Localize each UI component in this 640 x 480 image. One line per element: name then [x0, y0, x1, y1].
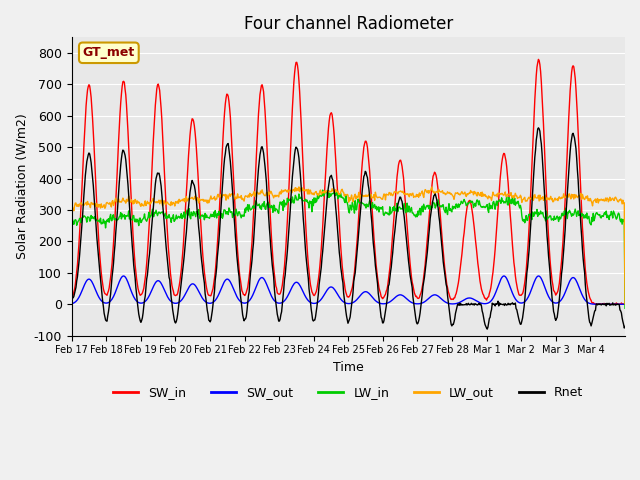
LW_in [234, 210, 242, 216]
SW_in [68, 297, 76, 302]
Y-axis label: Solar Radiation (W/m2): Solar Radiation (W/m2) [15, 114, 28, 259]
SW_in [534, 57, 542, 62]
Rnet [621, 324, 629, 329]
SW_out [262, 281, 270, 287]
LW_out [262, 192, 269, 198]
Rnet [436, 227, 444, 232]
Rnet [406, 264, 413, 270]
Rnet [68, 297, 76, 302]
SW_out [134, 299, 141, 305]
Line: Rnet: Rnet [72, 128, 625, 329]
LW_in [406, 209, 414, 215]
SW_in [234, 257, 242, 263]
Rnet [132, 291, 140, 297]
Rnet [483, 326, 491, 332]
SW_in [593, 301, 601, 307]
SW_out [621, 301, 629, 307]
SW_in [621, 300, 629, 306]
LW_out [295, 184, 303, 190]
LW_out [406, 191, 414, 196]
LW_out [68, 203, 76, 209]
Line: SW_in: SW_in [72, 60, 625, 304]
Line: LW_out: LW_out [72, 187, 625, 304]
LW_in [319, 187, 326, 193]
LW_in [437, 203, 445, 209]
Legend: SW_in, SW_out, LW_in, LW_out, Rnet: SW_in, SW_out, LW_in, LW_out, Rnet [108, 381, 588, 404]
Line: LW_in: LW_in [72, 190, 625, 308]
SW_out [120, 273, 127, 279]
LW_in [262, 206, 269, 212]
SW_out [68, 301, 76, 307]
Text: GT_met: GT_met [83, 46, 135, 60]
Rnet [234, 268, 242, 274]
SW_out [406, 299, 414, 304]
Line: SW_out: SW_out [72, 276, 625, 304]
SW_in [283, 231, 291, 237]
Title: Four channel Radiometer: Four channel Radiometer [244, 15, 453, 33]
LW_out [621, 301, 629, 307]
LW_out [437, 189, 445, 195]
X-axis label: Time: Time [333, 361, 364, 374]
Rnet [534, 125, 542, 131]
LW_in [68, 223, 76, 228]
LW_out [132, 201, 140, 206]
SW_out [284, 294, 291, 300]
LW_in [283, 202, 291, 207]
LW_out [234, 195, 242, 201]
SW_out [437, 296, 445, 301]
LW_in [621, 305, 629, 311]
Rnet [283, 256, 291, 262]
LW_in [132, 219, 140, 225]
SW_in [262, 120, 269, 126]
SW_in [406, 252, 413, 258]
SW_out [235, 297, 243, 303]
SW_in [132, 276, 140, 282]
Rnet [262, 172, 269, 178]
LW_out [283, 189, 291, 195]
SW_in [436, 213, 444, 218]
